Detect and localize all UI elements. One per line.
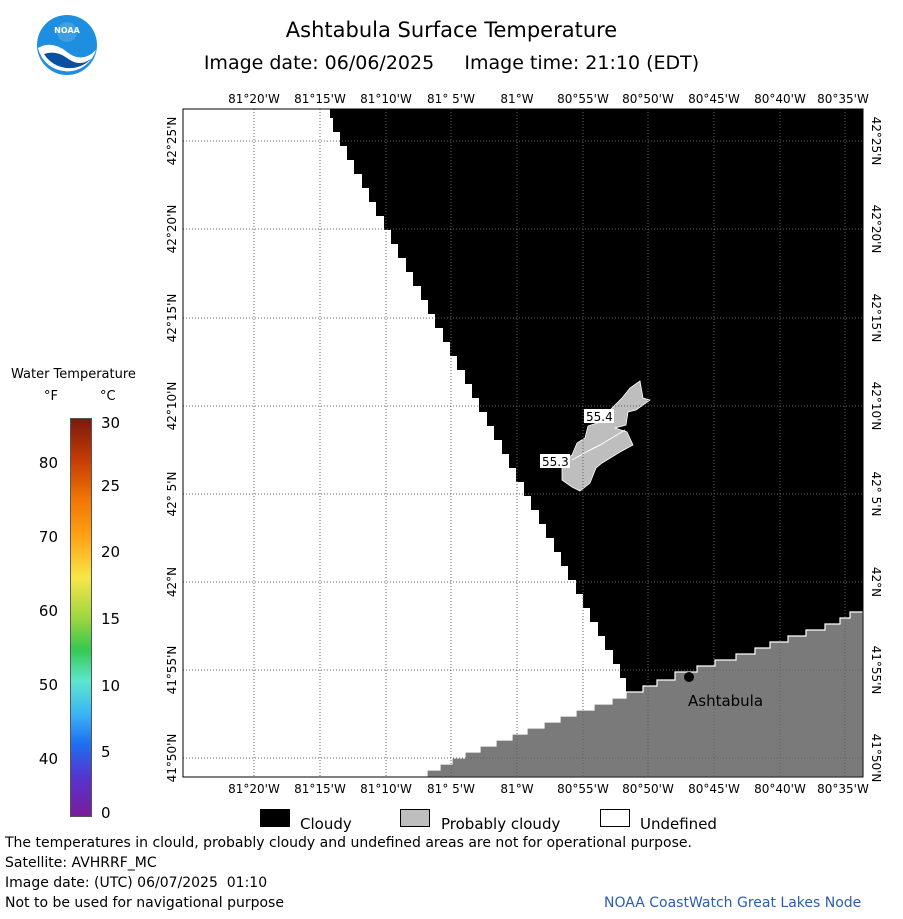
lon-label: 81°15'W <box>294 92 346 106</box>
celsius-tick: 20 <box>101 543 121 561</box>
lat-label: 42°25'N <box>869 117 883 166</box>
lat-label: 41°50'N <box>869 734 883 783</box>
image-time: Image time: 21:10 (EDT) <box>464 52 700 74</box>
fahrenheit-tick: 60 <box>38 602 58 620</box>
lon-label: 80°40'W <box>754 782 806 796</box>
temperature-colorbar <box>70 418 92 817</box>
city-marker-icon <box>684 672 694 682</box>
legend-swatch-cloudy <box>260 809 290 827</box>
lon-label: 80°55'W <box>557 92 609 106</box>
legend-label-cloudy: Cloudy <box>300 815 352 833</box>
legend-title: Water Temperature <box>11 367 136 382</box>
lat-label: 42° 5'N <box>869 472 883 517</box>
legend-label-undefined: Undefined <box>640 815 717 833</box>
lon-label: 81°W <box>500 782 533 796</box>
lat-label: 41°55'N <box>165 646 179 695</box>
svg-text:55.4: 55.4 <box>586 410 613 424</box>
svg-text:55.3: 55.3 <box>542 455 569 469</box>
lat-label: 42°N <box>165 567 179 597</box>
temperature-label-2: 55.3 <box>540 454 570 469</box>
celsius-tick: 30 <box>101 414 121 432</box>
legend-swatch-probably-cloudy <box>400 809 430 827</box>
lon-label: 81° 5'W <box>427 782 475 796</box>
page-title: Ashtabula Surface Temperature <box>285 18 618 42</box>
fahrenheit-tick: 70 <box>38 528 58 546</box>
city-label: Ashtabula <box>688 692 763 710</box>
celsius-tick: 25 <box>101 477 121 495</box>
lon-label: 80°55'W <box>557 782 609 796</box>
lat-label: 41°55'N <box>869 646 883 695</box>
fahrenheit-tick: 40 <box>38 750 58 768</box>
lat-label: 42°10'N <box>869 382 883 431</box>
noaa-logo-icon: NOAA <box>37 15 97 75</box>
source-credit: NOAA CoastWatch Great Lakes Node <box>604 895 862 911</box>
image-date: Image date: 06/06/2025 <box>203 52 435 74</box>
graticule <box>183 109 863 777</box>
celsius-tick: 0 <box>101 804 111 822</box>
latitude-labels-left: 42°25'N 42°20'N 42°15'N 42°10'N 42° 5'N … <box>165 117 179 783</box>
lat-label: 42°20'N <box>869 205 883 254</box>
lat-label: 42°N <box>869 567 883 597</box>
lon-label: 81°10'W <box>360 782 412 796</box>
lat-label: 42° 5'N <box>165 472 179 517</box>
operational-notice: The temperatures in clould, probably clo… <box>5 835 692 851</box>
lon-label: 81°15'W <box>294 782 346 796</box>
lon-label: 81°10'W <box>360 92 412 106</box>
lon-label: 81°20'W <box>228 782 280 796</box>
lon-label: 81°20'W <box>228 92 280 106</box>
lat-label: 41°50'N <box>165 734 179 783</box>
satellite-info: Satellite: AVHRRF_MC <box>5 855 157 871</box>
longitude-labels-bottom: 81°20'W 81°15'W 81°10'W 81° 5'W 81°W 80°… <box>228 782 869 796</box>
lat-label: 42°15'N <box>869 294 883 343</box>
fahrenheit-tick: 80 <box>38 454 58 472</box>
lat-label: 42°25'N <box>165 117 179 166</box>
celsius-tick: 10 <box>101 677 121 695</box>
lon-label: 80°50'W <box>622 92 674 106</box>
latitude-labels-right: 42°25'N 42°20'N 42°15'N 42°10'N 42° 5'N … <box>869 117 883 783</box>
legend-label-probably-cloudy: Probably cloudy <box>441 815 561 833</box>
lon-label: 80°50'W <box>622 782 674 796</box>
fahrenheit-tick: 50 <box>38 676 58 694</box>
lat-label: 42°10'N <box>165 382 179 431</box>
patch-contour <box>571 429 626 461</box>
cloudy-region <box>330 109 863 692</box>
lon-label: 80°35'W <box>817 92 869 106</box>
lon-label: 81° 5'W <box>427 92 475 106</box>
lon-label: 80°40'W <box>754 92 806 106</box>
lon-label: 81°W <box>500 92 533 106</box>
temperature-label-1: 55.4 <box>584 409 614 424</box>
lon-label: 80°35'W <box>817 782 869 796</box>
lon-label: 80°45'W <box>688 92 740 106</box>
celsius-tick: 15 <box>101 610 121 628</box>
celsius-tick: 5 <box>101 743 111 761</box>
land-area <box>426 611 864 778</box>
image-datetime: Image date: 06/06/2025 Image time: 21:10… <box>0 52 903 74</box>
unit-celsius: °C <box>100 389 116 404</box>
map-frame <box>182 108 864 778</box>
lon-label: 80°45'W <box>688 782 740 796</box>
lat-label: 42°15'N <box>165 294 179 343</box>
logo-text: NOAA <box>54 26 80 35</box>
longitude-labels-top: 81°20'W 81°15'W 81°10'W 81° 5'W 81°W 80°… <box>228 92 869 106</box>
navigation-disclaimer: Not to be used for navigational purpose <box>5 895 284 911</box>
utc-image-date: Image date: (UTC) 06/07/2025 01:10 <box>5 875 268 891</box>
legend-swatch-undefined <box>600 809 630 827</box>
unit-fahrenheit: °F <box>44 389 58 404</box>
lat-label: 42°20'N <box>165 205 179 254</box>
